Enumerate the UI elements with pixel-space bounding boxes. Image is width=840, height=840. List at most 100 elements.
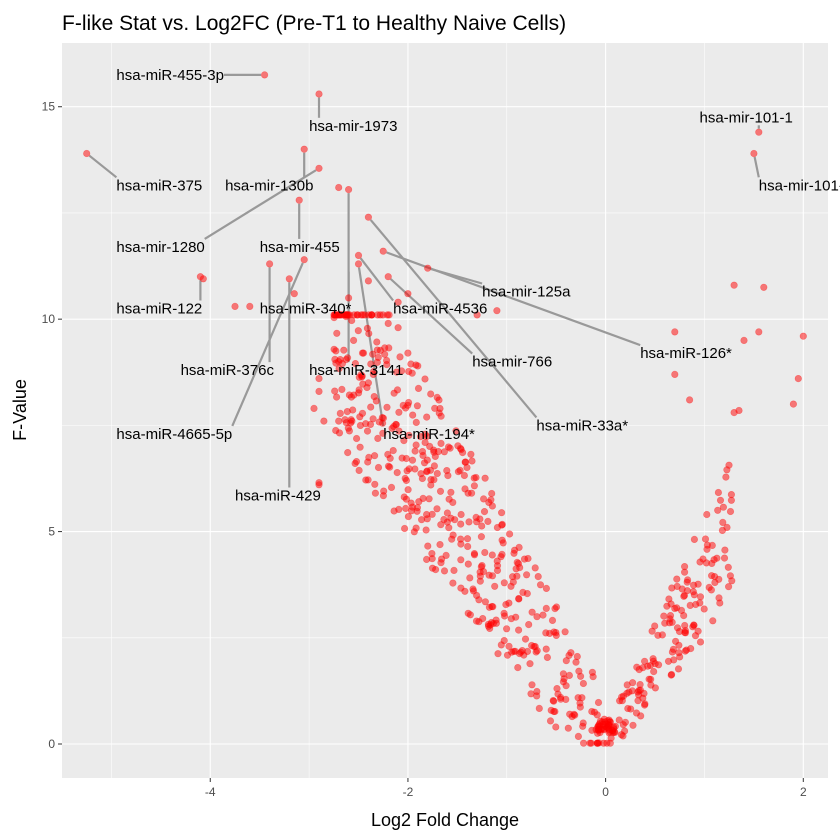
data-point bbox=[423, 515, 431, 523]
data-point bbox=[379, 247, 387, 255]
data-point bbox=[586, 739, 594, 747]
data-point bbox=[722, 473, 730, 481]
data-point bbox=[709, 617, 717, 625]
data-point bbox=[535, 704, 543, 713]
data-point bbox=[478, 522, 486, 530]
data-point bbox=[719, 518, 727, 527]
data-point bbox=[412, 524, 420, 532]
data-point bbox=[315, 375, 323, 383]
data-point bbox=[411, 447, 419, 455]
data-point bbox=[395, 408, 403, 416]
data-point bbox=[528, 681, 536, 689]
data-point bbox=[335, 365, 343, 373]
data-point bbox=[528, 608, 536, 616]
point-label: hsa-miR-33a* bbox=[536, 417, 628, 434]
data-point bbox=[562, 657, 570, 665]
data-point bbox=[510, 546, 519, 554]
data-point bbox=[413, 402, 422, 410]
data-point bbox=[315, 90, 323, 98]
data-point bbox=[379, 311, 387, 319]
x-tick-label: 0 bbox=[602, 785, 609, 799]
data-point bbox=[588, 668, 597, 676]
data-point bbox=[647, 681, 655, 689]
data-point bbox=[683, 576, 692, 584]
data-point bbox=[464, 560, 472, 568]
y-axis-ticks: 0 5 10 15 bbox=[42, 100, 62, 751]
data-point bbox=[351, 360, 360, 368]
data-point bbox=[714, 488, 723, 497]
data-point bbox=[342, 311, 350, 319]
data-point bbox=[418, 448, 427, 456]
data-point bbox=[470, 551, 479, 559]
data-point bbox=[696, 593, 705, 601]
data-point bbox=[760, 283, 768, 291]
data-point bbox=[521, 635, 530, 643]
data-point bbox=[501, 612, 509, 620]
data-point bbox=[463, 463, 471, 472]
data-point bbox=[703, 510, 711, 519]
data-point bbox=[492, 619, 501, 627]
data-point bbox=[369, 370, 377, 379]
data-point bbox=[390, 422, 398, 431]
data-point bbox=[727, 491, 736, 499]
data-point bbox=[457, 520, 465, 528]
data-point bbox=[404, 512, 413, 521]
data-point bbox=[405, 431, 413, 439]
data-point bbox=[644, 662, 652, 670]
data-point bbox=[435, 396, 443, 404]
data-point bbox=[396, 353, 404, 361]
data-point bbox=[365, 453, 373, 462]
data-point bbox=[374, 353, 382, 362]
data-point bbox=[384, 450, 392, 459]
data-point bbox=[484, 620, 493, 628]
data-point bbox=[354, 251, 363, 259]
data-point bbox=[361, 311, 369, 319]
data-point bbox=[542, 645, 550, 653]
data-point bbox=[401, 524, 409, 533]
point-label: hsa-mir-455 bbox=[260, 239, 340, 256]
data-point bbox=[415, 498, 423, 506]
data-point bbox=[430, 462, 439, 470]
data-point bbox=[295, 196, 303, 204]
data-point bbox=[654, 631, 662, 639]
data-point bbox=[667, 671, 675, 679]
label-segment bbox=[753, 156, 760, 178]
data-point bbox=[384, 273, 392, 281]
data-point bbox=[690, 535, 699, 544]
data-point bbox=[457, 510, 465, 519]
data-point bbox=[594, 698, 603, 707]
data-point bbox=[728, 577, 736, 585]
data-point bbox=[560, 675, 568, 683]
data-point bbox=[436, 404, 444, 413]
data-point bbox=[700, 605, 708, 613]
y-axis-title: F-Value bbox=[10, 379, 30, 441]
data-point bbox=[433, 505, 441, 513]
data-point bbox=[522, 571, 531, 579]
data-point bbox=[654, 661, 663, 669]
data-point bbox=[511, 647, 519, 655]
data-point bbox=[199, 275, 207, 283]
data-point bbox=[424, 264, 432, 272]
data-point bbox=[503, 625, 511, 633]
data-point bbox=[578, 694, 586, 702]
data-point bbox=[532, 648, 540, 656]
point-label: hsa-mir-101-2 bbox=[759, 177, 840, 194]
data-point bbox=[590, 708, 599, 716]
data-point bbox=[398, 367, 406, 375]
data-point bbox=[364, 277, 373, 285]
label-segment bbox=[204, 169, 317, 240]
data-point bbox=[576, 672, 585, 680]
data-point bbox=[567, 649, 575, 657]
data-point bbox=[369, 350, 377, 358]
data-point bbox=[422, 526, 430, 534]
data-point bbox=[692, 600, 700, 609]
data-point bbox=[427, 390, 435, 398]
point-label: hsa-miR-4536 bbox=[393, 301, 487, 318]
data-point bbox=[414, 362, 422, 370]
data-point bbox=[428, 564, 437, 572]
point-label: hsa-miR-429 bbox=[235, 488, 321, 505]
data-point bbox=[466, 574, 474, 582]
data-point bbox=[568, 712, 576, 721]
data-point bbox=[366, 420, 375, 429]
